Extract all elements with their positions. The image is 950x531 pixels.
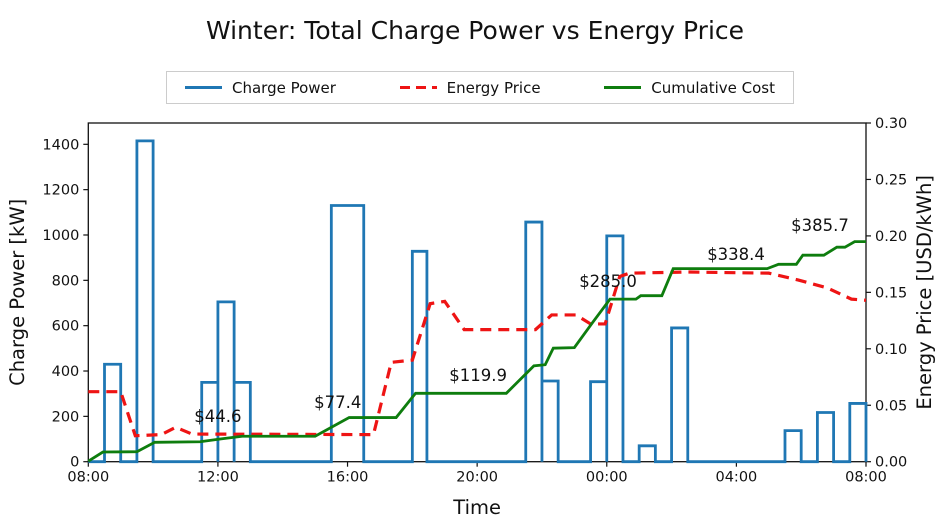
cumulative-cost-line	[87, 240, 866, 463]
chart-title: Winter: Total Charge Power vs Energy Pri…	[205, 16, 745, 45]
legend-label-energy-price: Energy Price	[446, 78, 541, 97]
legend-label-charge-power: Charge Power	[232, 78, 336, 97]
svg-text:0.25: 0.25	[875, 172, 907, 188]
svg-text:20:00: 20:00	[456, 470, 498, 486]
y-axis-left-label: Charge Power [kW]	[6, 199, 29, 386]
svg-text:08:00: 08:00	[845, 470, 887, 486]
svg-text:1000: 1000	[42, 228, 79, 244]
svg-text:800: 800	[52, 273, 80, 289]
svg-text:0.05: 0.05	[875, 398, 907, 414]
x-axis-label: Time	[452, 496, 501, 519]
cost-annotation: $119.9	[449, 366, 507, 385]
legend-item-charge-power: Charge Power	[185, 79, 336, 97]
svg-text:12:00: 12:00	[197, 470, 239, 486]
cost-annotations: $44.6 $77.4 $119.9 $285.0 $338.4 $385.7	[194, 216, 849, 426]
y-axis-right-label: Energy Price [USD/kWh]	[913, 175, 936, 410]
cost-annotation: $44.6	[194, 407, 241, 426]
svg-text:600: 600	[52, 319, 80, 335]
svg-text:0.30: 0.30	[875, 116, 907, 132]
svg-text:200: 200	[52, 409, 80, 425]
y-axis-left-ticks: 0 200 400 600 800 1000 1200 1400	[42, 137, 89, 471]
svg-text:0.15: 0.15	[875, 285, 907, 301]
y-axis-right-ticks: 0.00 0.05 0.10 0.15 0.20 0.25 0.30	[866, 116, 907, 471]
charge-power-line-icon	[185, 85, 222, 90]
svg-text:08:00: 08:00	[67, 470, 109, 486]
charge-power-line	[88, 139, 868, 464]
cost-annotation: $338.4	[707, 245, 765, 264]
svg-text:04:00: 04:00	[715, 470, 757, 486]
svg-text:0.00: 0.00	[875, 455, 907, 471]
svg-text:00:00: 00:00	[586, 470, 628, 486]
legend-label-cumulative-cost: Cumulative Cost	[651, 78, 775, 97]
cumulative-cost-line-icon	[604, 85, 642, 90]
energy-price-line-icon	[399, 85, 437, 90]
energy-price-line	[88, 270, 867, 438]
legend-item-energy-price: Energy Price	[399, 78, 541, 97]
legend: Charge Power Energy Price Cumulative Cos…	[166, 71, 794, 104]
svg-text:1200: 1200	[42, 183, 79, 199]
cost-annotation: $285.0	[579, 272, 637, 291]
svg-text:0: 0	[70, 455, 79, 471]
x-axis-ticks: 08:00 12:00 16:00 20:00 00:00 04:00 08:00	[67, 461, 887, 486]
svg-text:400: 400	[52, 364, 80, 380]
svg-text:16:00: 16:00	[327, 470, 369, 486]
svg-text:1400: 1400	[42, 137, 79, 153]
cost-annotation: $77.4	[314, 393, 361, 412]
svg-text:0.20: 0.20	[875, 229, 907, 245]
legend-item-cumulative-cost: Cumulative Cost	[604, 79, 775, 97]
svg-text:0.10: 0.10	[875, 342, 907, 358]
cost-annotation: $385.7	[791, 216, 849, 235]
